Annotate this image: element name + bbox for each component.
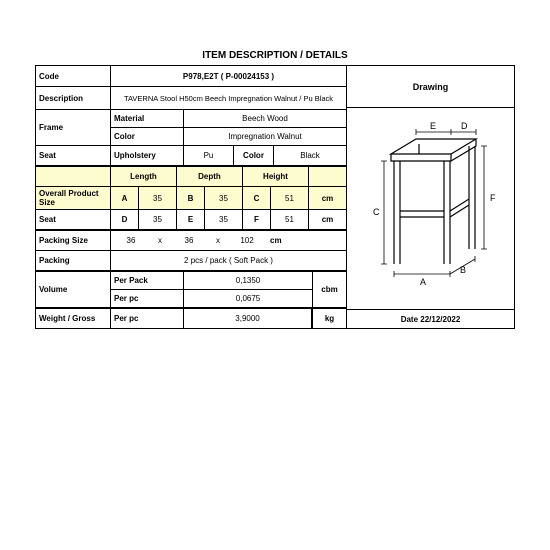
drw-a: A	[420, 277, 426, 287]
desc-label: Description	[36, 87, 111, 109]
dim-b-label: B	[177, 187, 205, 209]
per-pack-label: Per Pack	[111, 272, 184, 289]
drawing-title: Drawing	[347, 66, 514, 108]
code-value: P978,E2T ( P-00024153 )	[111, 66, 346, 86]
seat-color-label: Color	[234, 146, 274, 165]
cm-label3: cm	[267, 231, 285, 250]
dim-d-label: D	[111, 210, 139, 229]
dim-d: 35	[139, 210, 177, 229]
pk-d: 36	[169, 231, 209, 250]
height-label: Height	[243, 167, 309, 186]
dim-c: 51	[271, 187, 309, 209]
code-label: Code	[36, 66, 111, 86]
dim-b: 35	[205, 187, 243, 209]
dim-e: 35	[205, 210, 243, 229]
weight-per-pc-label: Per pc	[111, 309, 184, 328]
seat2-label: Seat	[36, 210, 111, 229]
seat-color-value: Black	[274, 146, 346, 165]
weight-label: Weight / Gross	[36, 309, 111, 328]
drw-f: F	[490, 193, 496, 203]
x1: x	[151, 231, 169, 250]
dim-a: 35	[139, 187, 177, 209]
overall-label	[36, 167, 111, 186]
dim-a-label: A	[111, 187, 139, 209]
drw-e: E	[430, 121, 436, 131]
length-label: Length	[111, 167, 177, 186]
cbm-label: cbm	[312, 272, 346, 307]
drawing-panel: Drawing	[347, 66, 514, 328]
dim-f: 51	[271, 210, 309, 229]
pk-w: 36	[111, 231, 151, 250]
page-title: ITEM DESCRIPTION / DETAILS	[35, 50, 515, 61]
seat-label: Seat	[36, 146, 111, 165]
spec-sheet: Code P978,E2T ( P-00024153 ) Description…	[35, 65, 515, 329]
stool-drawing: A B C F E D	[356, 119, 506, 299]
vol-pack: 0,1350	[184, 272, 312, 289]
material-value: Beech Wood	[184, 110, 346, 127]
frame-color-value: Impregnation Walnut	[184, 128, 346, 145]
kg-label: kg	[312, 309, 346, 328]
drw-c: C	[373, 207, 380, 217]
desc-value: TAVERNA Stool H50cm Beech Impregnation W…	[111, 87, 346, 109]
upholstery-value: Pu	[184, 146, 234, 165]
frame-label: Frame	[36, 110, 111, 145]
frame-color-label: Color	[111, 128, 184, 145]
upholstery-label: Upholstery	[111, 146, 184, 165]
x2: x	[209, 231, 227, 250]
weight-value: 3,9000	[184, 309, 312, 328]
packing-label: Packing	[36, 251, 111, 270]
packing-value: 2 pcs / pack ( Soft Pack )	[111, 251, 346, 270]
drawing-body: A B C F E D	[347, 108, 514, 309]
material-label: Material	[111, 110, 184, 127]
dim-e-label: E	[177, 210, 205, 229]
per-pc-label: Per pc	[111, 290, 184, 307]
cm-label2: cm	[309, 210, 346, 229]
dim-f-label: F	[243, 210, 271, 229]
drw-b: B	[460, 265, 466, 275]
spec-table: Code P978,E2T ( P-00024153 ) Description…	[36, 66, 347, 328]
overall-label2: Overall Product Size	[36, 187, 111, 209]
pk-h: 102	[227, 231, 267, 250]
dim-c-label: C	[243, 187, 271, 209]
depth-label: Depth	[177, 167, 243, 186]
date: Date 22/12/2022	[347, 309, 514, 328]
cm-label: cm	[309, 187, 346, 209]
packing-size-label: Packing Size	[36, 231, 111, 250]
volume-label: Volume	[36, 272, 111, 307]
drw-d: D	[461, 121, 468, 131]
vol-pc: 0,0675	[184, 290, 312, 307]
